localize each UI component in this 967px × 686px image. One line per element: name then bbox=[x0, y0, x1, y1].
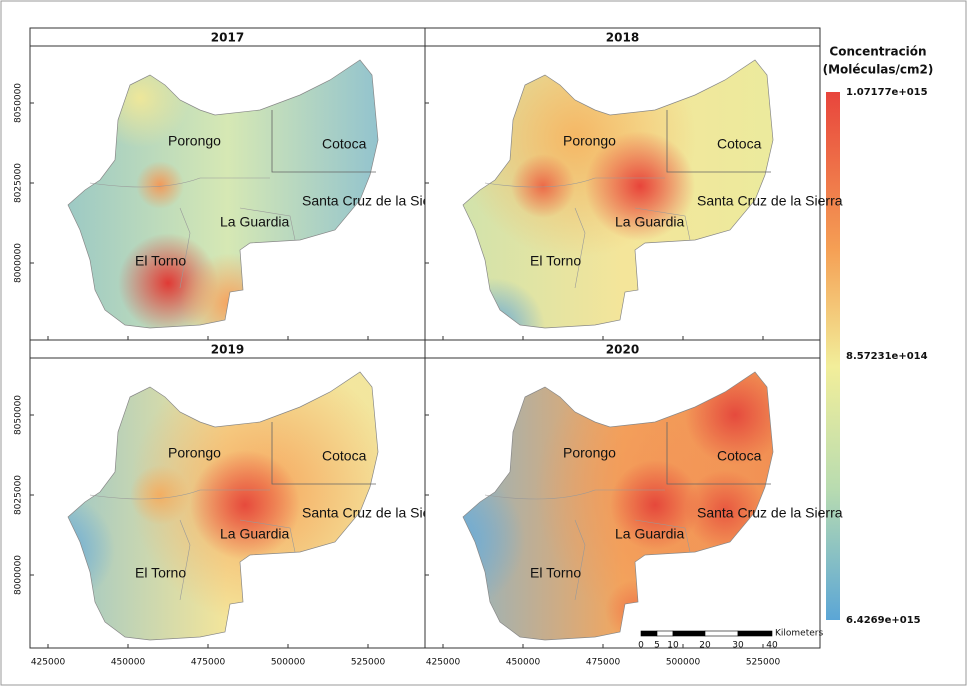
scale-unit: Kilometers bbox=[775, 629, 823, 639]
place-label: El Torno bbox=[530, 253, 581, 269]
place-label: Porongo bbox=[168, 133, 221, 149]
x-tick-label: 450000 bbox=[111, 658, 146, 668]
place-label: Santa Cruz de la Sierra bbox=[697, 505, 843, 521]
region-outline bbox=[67, 59, 379, 329]
place-label: Porongo bbox=[168, 445, 221, 461]
scale-segment bbox=[656, 630, 674, 637]
map-panel: 2017 Porongo Cotoca Santa Cruz de la Sierra… bbox=[14, 27, 448, 341]
place-label: Cotoca bbox=[717, 136, 762, 152]
region-outline bbox=[462, 371, 774, 641]
x-tick-label: 475000 bbox=[191, 658, 226, 668]
panel-title: 2017 bbox=[211, 31, 244, 45]
place-label: La Guardia bbox=[615, 526, 684, 542]
region-outline bbox=[462, 59, 774, 329]
legend-title: (Moléculas/cm2) bbox=[823, 63, 934, 77]
scale-label: 5 bbox=[654, 641, 660, 651]
place-label: La Guardia bbox=[220, 526, 289, 542]
x-tick-label: 475000 bbox=[586, 658, 621, 668]
x-tick-label: 525000 bbox=[351, 658, 386, 668]
y-tick-label: 8025000 bbox=[14, 163, 24, 203]
scale-label: 10 bbox=[667, 641, 679, 651]
x-tick-label: 500000 bbox=[666, 658, 701, 668]
district-boundary bbox=[484, 177, 691, 289]
x-tick-label: 425000 bbox=[31, 658, 66, 668]
y-tick-label: 8025000 bbox=[14, 475, 24, 515]
place-label: La Guardia bbox=[615, 214, 684, 230]
place-label: Cotoca bbox=[717, 448, 762, 464]
scale-label: 30 bbox=[732, 641, 744, 651]
x-tick-label: 450000 bbox=[506, 658, 541, 668]
hotspot bbox=[610, 460, 700, 550]
panel-title: 2018 bbox=[606, 31, 639, 45]
place-label: Porongo bbox=[563, 445, 616, 461]
scale-bar: 0 5 10 20 30 40 Kilometers bbox=[638, 629, 823, 651]
legend: Concentración (Moléculas/cm2) 1.07177e+0… bbox=[823, 45, 934, 627]
legend-label: 8.57231e+014 bbox=[846, 351, 928, 362]
place-label: Santa Cruz de la Sierra bbox=[697, 193, 843, 209]
place-label: Cotoca bbox=[322, 136, 367, 152]
y-tick-label: 8000000 bbox=[14, 243, 24, 283]
hotspot bbox=[463, 470, 525, 610]
district-boundary bbox=[271, 110, 376, 173]
scale-label: 0 bbox=[638, 641, 644, 651]
place-label: El Torno bbox=[530, 565, 581, 581]
panel-header bbox=[424, 27, 821, 47]
place-label: El Torno bbox=[135, 565, 186, 581]
legend-title: Concentración bbox=[829, 45, 926, 59]
panel-header bbox=[424, 339, 821, 359]
district-boundary bbox=[89, 177, 296, 289]
district-boundary bbox=[666, 110, 771, 173]
y-tick-label: 8050000 bbox=[14, 83, 24, 123]
color-ramp bbox=[826, 92, 840, 620]
y-tick-label: 8000000 bbox=[14, 555, 24, 595]
scale-segment bbox=[737, 630, 773, 637]
hotspot bbox=[130, 465, 190, 525]
map-panel: 2018 Porongo Cotoca Santa Cruz de la Sierra… bbox=[424, 27, 843, 341]
scale-segment bbox=[672, 630, 706, 637]
legend-label: 6.4269e+015 bbox=[846, 615, 921, 626]
place-label: Santa Cruz de la Sierra bbox=[302, 505, 448, 521]
region-outline bbox=[67, 371, 379, 641]
panel-title: 2020 bbox=[606, 343, 639, 357]
place-label: La Guardia bbox=[220, 214, 289, 230]
map-panel: 2020 Porongo Cotoca Santa Cruz de la Sierra… bbox=[424, 339, 843, 668]
district-boundary bbox=[89, 489, 296, 601]
scale-segment bbox=[704, 630, 739, 637]
place-label: Porongo bbox=[563, 133, 616, 149]
district-boundary bbox=[271, 422, 376, 485]
district-boundary bbox=[666, 422, 771, 485]
scale-segment bbox=[640, 630, 658, 637]
y-tick-label: 8050000 bbox=[14, 395, 24, 435]
scale-label: 40 bbox=[766, 641, 778, 651]
place-label: Santa Cruz de la Sierra bbox=[302, 193, 448, 209]
x-tick-label: 425000 bbox=[426, 658, 461, 668]
hotspot bbox=[136, 161, 184, 209]
map-panel: 2019 Porongo Cotoca Santa Cruz de la Sierra… bbox=[14, 339, 448, 668]
hotspot bbox=[190, 450, 300, 560]
hotspot bbox=[511, 154, 575, 218]
x-tick-label: 525000 bbox=[746, 658, 781, 668]
x-tick-label: 500000 bbox=[271, 658, 306, 668]
district-boundary bbox=[484, 489, 691, 601]
place-label: El Torno bbox=[135, 253, 186, 269]
panel-title: 2019 bbox=[211, 343, 244, 357]
scale-label: 20 bbox=[699, 641, 711, 651]
place-label: Cotoca bbox=[322, 448, 367, 464]
legend-label: 1.07177e+015 bbox=[846, 87, 928, 98]
